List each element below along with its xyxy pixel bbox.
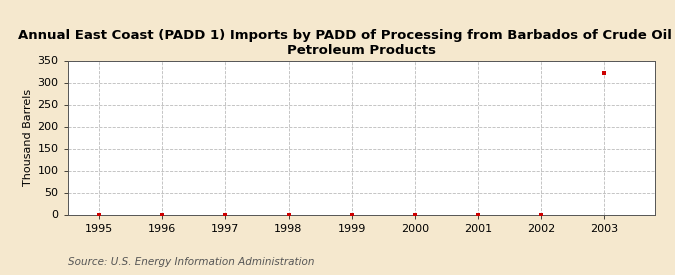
Text: Source: U.S. Energy Information Administration: Source: U.S. Energy Information Administ… — [68, 257, 314, 267]
Y-axis label: Thousand Barrels: Thousand Barrels — [23, 89, 33, 186]
Title: Annual East Coast (PADD 1) Imports by PADD of Processing from Barbados of Crude : Annual East Coast (PADD 1) Imports by PA… — [18, 29, 675, 57]
